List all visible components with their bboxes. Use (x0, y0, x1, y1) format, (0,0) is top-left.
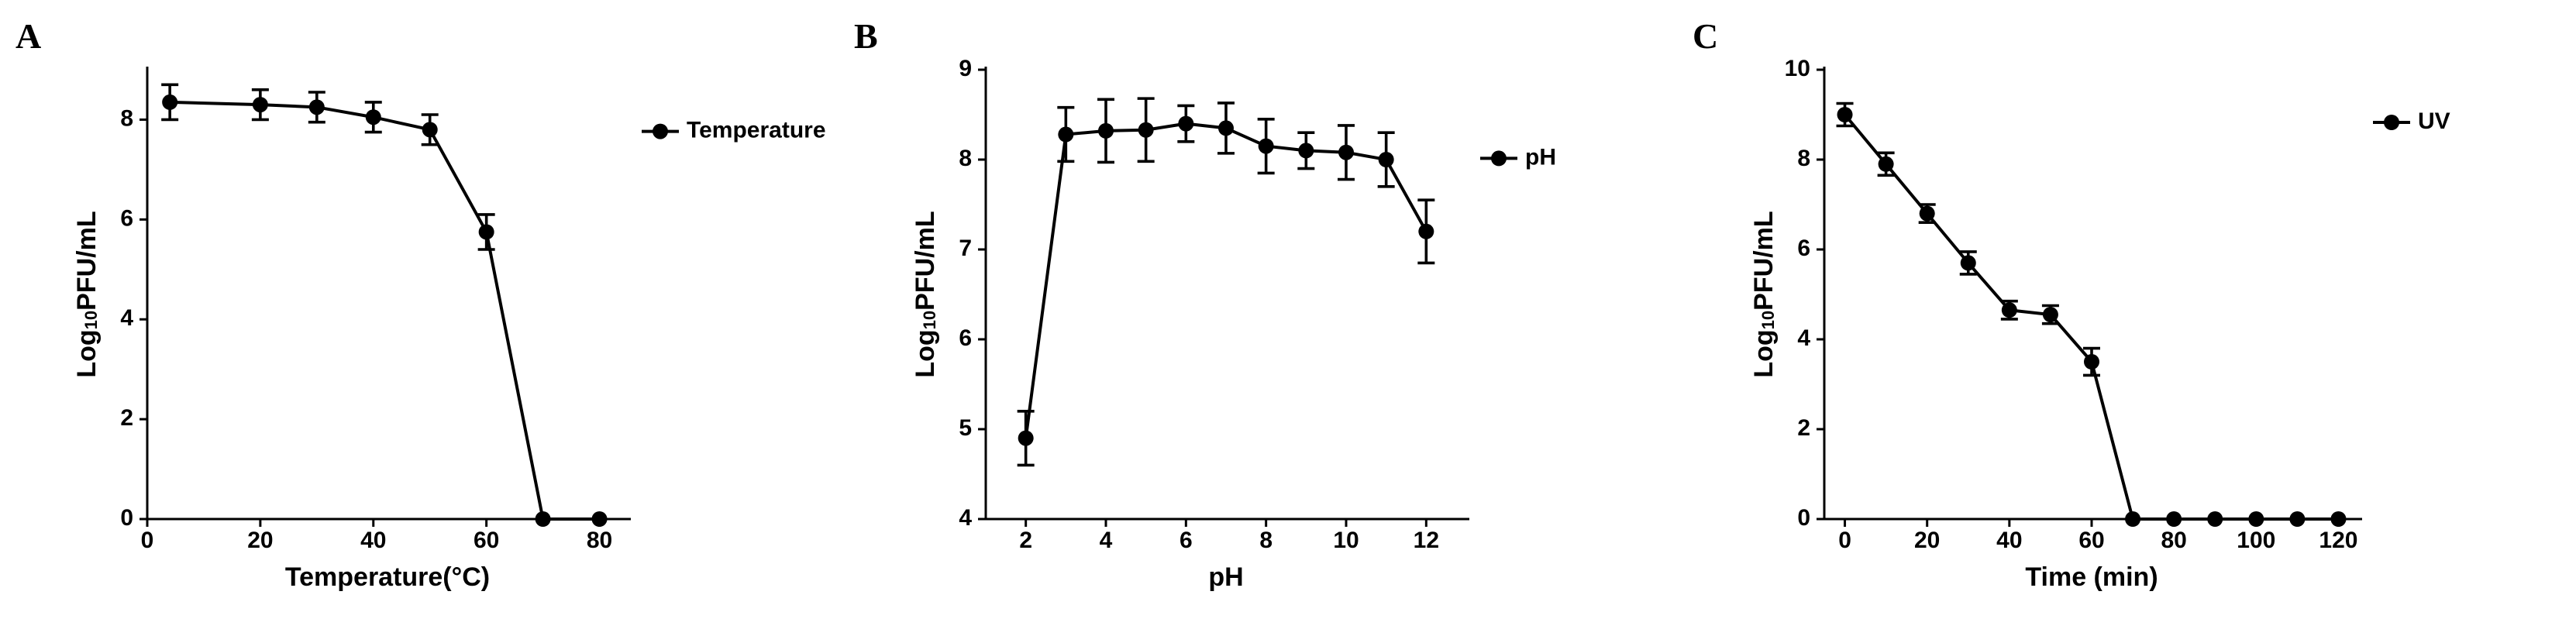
data-point (1018, 431, 1034, 446)
svg-text:80: 80 (2161, 528, 2186, 553)
svg-text:20: 20 (1914, 528, 1940, 553)
svg-text:6: 6 (120, 205, 133, 231)
data-point (1218, 120, 1234, 136)
y-axis-label: Log10PFU/mL (72, 211, 102, 377)
panel-a: A02468020406080Temperature(°C)Log10PFU/m… (15, 15, 829, 628)
legend: Temperature (642, 118, 826, 143)
data-point (536, 511, 551, 527)
svg-text:0: 0 (141, 528, 154, 553)
data-point (1837, 107, 1853, 122)
data-point (2084, 354, 2099, 370)
panel-label-b: B (854, 15, 878, 57)
panel-c: C0246810020406080100120Time (min)Log10PF… (1693, 15, 2561, 628)
data-point (2207, 511, 2223, 527)
data-point (253, 97, 268, 112)
svg-text:0: 0 (1838, 528, 1851, 553)
data-point (1379, 152, 1394, 167)
data-point (309, 99, 325, 115)
y-axis-label: Log10PFU/mL (1749, 211, 1779, 377)
data-point (1338, 145, 1354, 160)
data-series (1837, 104, 2347, 528)
panel-b: B 4 5 6 7 8 9 2 4 6 8 10 12 pH Log10PFU/mL pH (854, 15, 1668, 628)
data-point (162, 95, 177, 110)
svg-text:4: 4 (120, 305, 133, 331)
data-point (1259, 139, 1274, 154)
data-point (2248, 511, 2264, 527)
data-point (2043, 307, 2058, 322)
svg-text:6: 6 (1180, 528, 1193, 553)
svg-text:Temperature: Temperature (687, 118, 826, 143)
data-point (1138, 122, 1154, 138)
data-point (422, 122, 438, 137)
svg-text:7: 7 (959, 236, 972, 261)
svg-text:40: 40 (360, 528, 386, 553)
svg-text:4: 4 (1100, 528, 1113, 553)
y-axis-label: Log10PFU/mL (911, 211, 940, 377)
svg-text:8: 8 (1259, 528, 1273, 553)
data-point (479, 224, 494, 239)
chart-c: 0246810020406080100120Time (min)Log10PFU… (1693, 15, 2561, 628)
svg-text:10: 10 (1333, 528, 1359, 553)
svg-text:8: 8 (1797, 146, 1810, 171)
chart-a: 02468020406080Temperature(°C)Log10PFU/mL… (15, 15, 829, 628)
svg-text:40: 40 (1996, 528, 2022, 553)
svg-text:pH: pH (1525, 144, 1556, 170)
data-series (161, 84, 607, 527)
svg-text:10: 10 (1785, 56, 1810, 81)
data-point (1418, 224, 1434, 239)
panel-label-c: C (1693, 15, 1718, 57)
svg-text:9: 9 (959, 56, 972, 81)
data-point (1178, 116, 1193, 132)
svg-text:2: 2 (1797, 415, 1810, 441)
svg-text:4: 4 (1797, 325, 1810, 351)
svg-text:6: 6 (959, 325, 972, 351)
data-point (2125, 511, 2140, 527)
data-point (2289, 511, 2305, 527)
data-point (366, 109, 381, 125)
figure-row: A02468020406080Temperature(°C)Log10PFU/m… (15, 15, 2561, 628)
svg-text:Temperature(°C): Temperature(°C) (285, 562, 490, 592)
data-point (1879, 156, 1894, 172)
data-point (2166, 511, 2182, 527)
chart-b: 4 5 6 7 8 9 2 4 6 8 10 12 pH Log10PFU/mL pH (854, 15, 1668, 628)
svg-text:Time (min): Time (min) (2025, 562, 2158, 592)
data-point (1298, 143, 1314, 158)
data-point (592, 511, 608, 527)
svg-text:pH: pH (1208, 562, 1243, 592)
svg-text:100: 100 (2237, 528, 2275, 553)
svg-text:80: 80 (587, 528, 612, 553)
data-point (2002, 302, 2017, 318)
data-point (1098, 123, 1114, 139)
svg-text:5: 5 (959, 415, 972, 441)
data-point (2330, 511, 2346, 527)
svg-text:8: 8 (959, 146, 972, 171)
svg-text:4: 4 (959, 505, 972, 531)
svg-text:20: 20 (247, 528, 273, 553)
svg-text:0: 0 (1797, 505, 1810, 531)
panel-label-a: A (15, 15, 41, 57)
svg-text:0: 0 (120, 505, 133, 531)
data-point (1920, 206, 1935, 222)
svg-text:60: 60 (474, 528, 499, 553)
svg-text:120: 120 (2319, 528, 2357, 553)
svg-text:12: 12 (1414, 528, 1439, 553)
data-point (1058, 127, 1073, 143)
svg-text:8: 8 (120, 105, 133, 131)
svg-text:2: 2 (120, 405, 133, 431)
legend: UV (2373, 108, 2450, 134)
data-point (1961, 255, 1976, 270)
svg-text:UV: UV (2418, 108, 2450, 134)
legend: pH (1480, 144, 1556, 170)
svg-text:6: 6 (1797, 236, 1810, 261)
svg-text:60: 60 (2078, 528, 2104, 553)
svg-text:2: 2 (1019, 528, 1032, 553)
data-series (1018, 98, 1435, 465)
